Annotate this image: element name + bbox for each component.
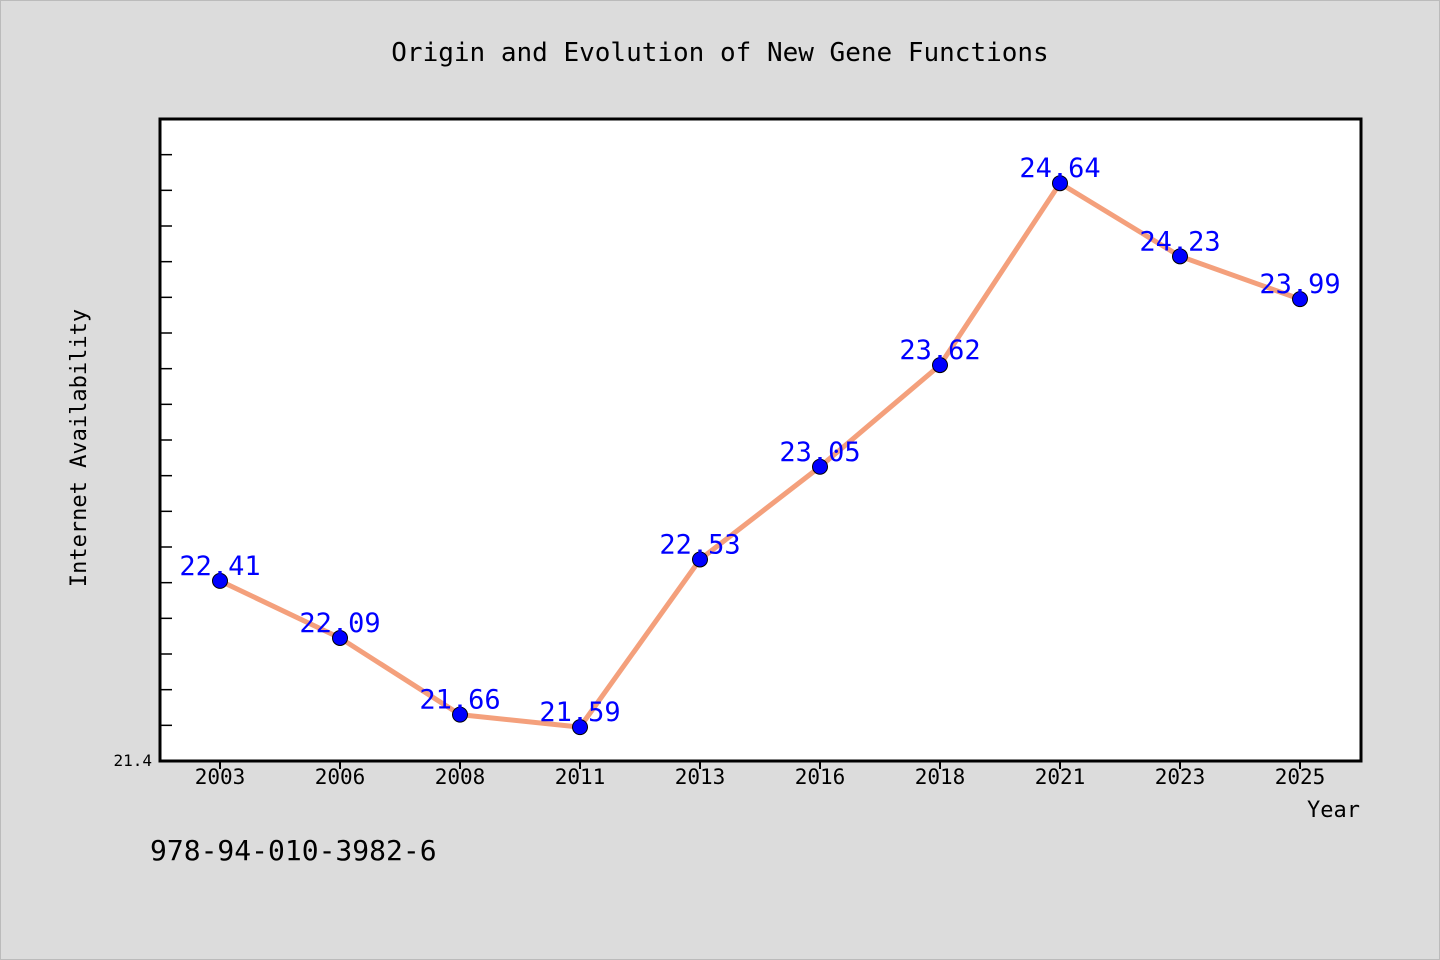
data-label: 21.59: [539, 697, 620, 728]
series-line: [218, 180, 1301, 730]
data-label: 23.62: [899, 335, 980, 366]
isbn-text: 978-94-010-3982-6: [150, 834, 437, 867]
y-axis-ticks: [160, 153, 172, 727]
series-markers: [212, 175, 1308, 736]
data-point: [1292, 291, 1308, 308]
x-tick-label: 2025: [1275, 765, 1326, 789]
plot-area: [158, 117, 1363, 763]
data-label: 23.99: [1259, 269, 1340, 300]
x-tick-label: 2003: [195, 765, 246, 789]
x-axis-ticks: 2003 2006 2008 2011 2013 2016 2018 2021 2023 2025: [195, 761, 1326, 789]
x-tick-label: 2013: [675, 765, 726, 789]
data-point: [452, 706, 468, 723]
x-tick-label: 2011: [555, 765, 606, 789]
y-min-tick-label: 21.4: [113, 751, 152, 770]
data-label: 22.09: [299, 608, 380, 639]
data-label: 22.41: [179, 551, 260, 582]
data-label: 24.64: [1019, 153, 1100, 184]
data-point: [332, 629, 348, 646]
data-point: [212, 572, 228, 589]
chart-title: Origin and Evolution of New Gene Functio…: [391, 38, 1048, 68]
x-tick-label: 2008: [435, 765, 486, 789]
data-label: 23.05: [779, 437, 860, 468]
data-point: [692, 551, 708, 568]
data-point: [1172, 248, 1188, 265]
x-tick-label: 2021: [1035, 765, 1086, 789]
y-axis-label: Internet Availability: [67, 309, 92, 587]
data-point: [572, 719, 588, 736]
x-axis-label: Year: [1307, 798, 1360, 823]
data-label: 24.23: [1139, 226, 1220, 257]
data-label: 21.66: [419, 685, 500, 716]
x-tick-label: 2023: [1155, 765, 1206, 789]
data-labels: 22.41 22.09 21.66 21.59 22.53 23.05 23.62 24.64…: [179, 153, 1340, 728]
data-label: 22.53: [659, 529, 740, 560]
data-point: [812, 458, 828, 475]
x-tick-label: 2018: [915, 765, 966, 789]
data-point: [1052, 175, 1068, 192]
x-tick-label: 2016: [795, 765, 846, 789]
x-tick-label: 2006: [315, 765, 366, 789]
data-point: [932, 357, 948, 374]
